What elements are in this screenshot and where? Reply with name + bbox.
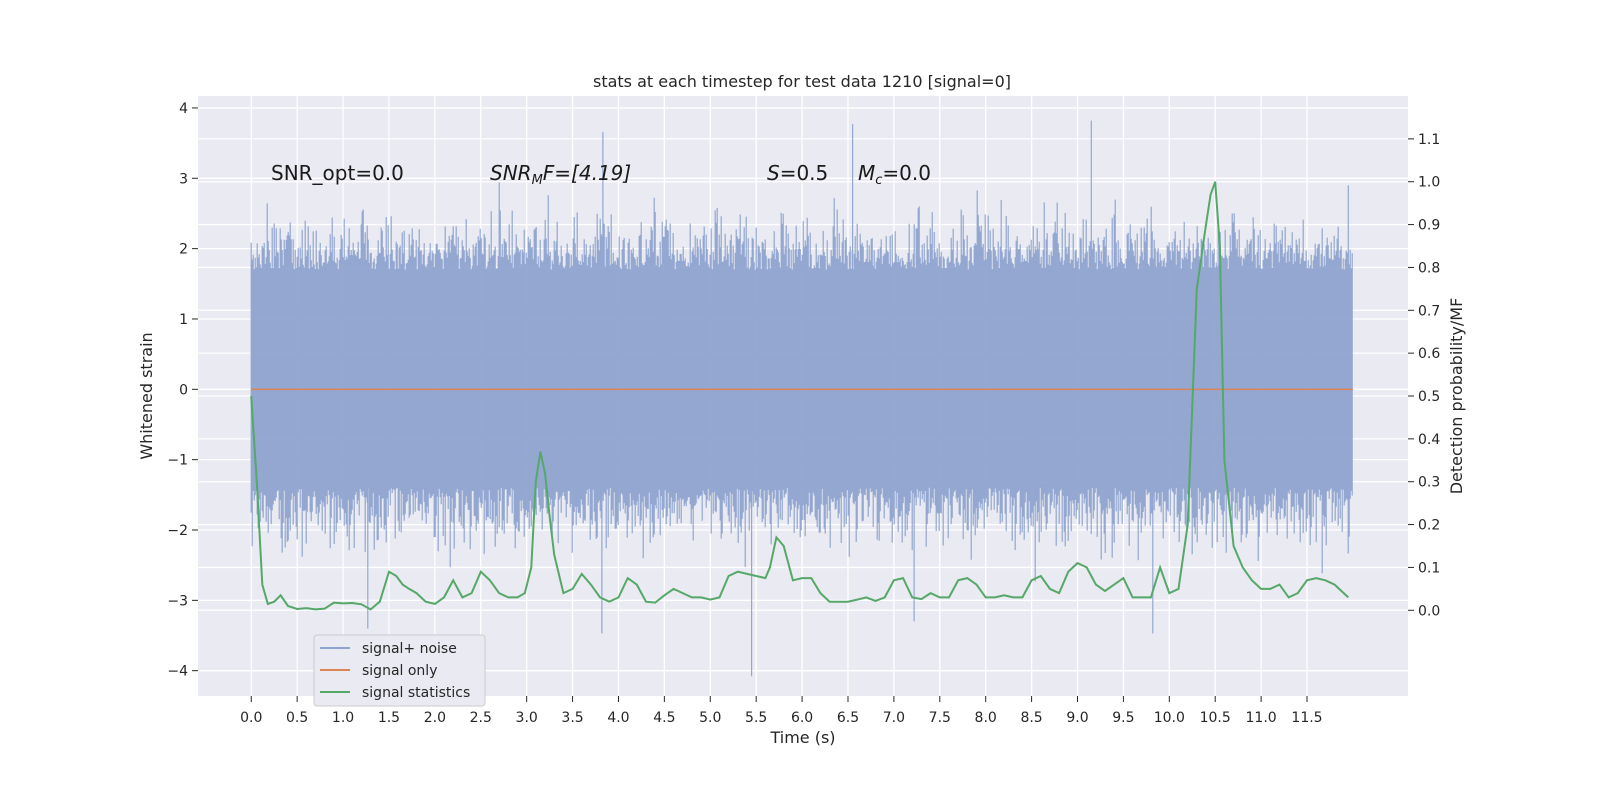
y-tick-label: −2 [167,523,188,539]
y-right-tick-label: 0.3 [1418,475,1440,491]
x-tick-label: 8.5 [1020,710,1042,726]
x-tick-label: 4.0 [607,710,629,726]
y-right-tick-label: 0.5 [1418,389,1440,405]
x-tick-label: 5.0 [699,710,721,726]
y-right-tick-label: 0.6 [1418,346,1440,362]
y-right-tick-label: 0.9 [1418,218,1440,234]
y-tick-label: 4 [179,101,188,117]
x-tick-label: 6.0 [791,710,813,726]
y-tick-label: −4 [167,664,188,680]
x-tick-label: 2.5 [470,710,492,726]
y-tick-label: 0 [179,382,188,398]
x-tick-label: 1.0 [332,710,354,726]
y-right-axis-label: Detection probability/MF [1447,298,1466,495]
x-tick-label: 7.5 [929,710,951,726]
x-tick-label: 0.5 [286,710,308,726]
y-right-tick-label: 0.0 [1418,603,1440,619]
annotation-snr-opt: SNR_opt=0.0 [271,161,404,185]
x-tick-label: 1.5 [378,710,400,726]
x-tick-label: 5.5 [745,710,767,726]
y-right-tick-label: 0.7 [1418,303,1440,319]
series-signal-statistics [250,181,1349,611]
y-right-tick-label: 1.1 [1418,132,1440,148]
x-tick-label: 2.0 [424,710,446,726]
legend-label-signal-only: signal only [362,663,437,679]
x-tick-label: 8.0 [975,710,997,726]
x-axis-label: Time (s) [769,728,835,747]
annotation-s: S=0.5 [767,161,828,185]
legend: signal+ noise signal only signal statist… [313,634,486,707]
y-right-axis-ticks: 0.0 0.1 0.2 0.3 0.4 0.5 0.6 0.7 0.8 0.9 1.0 1.1 [1408,132,1440,619]
x-axis-ticks: 0.0 0.5 1.0 1.5 2.0 2.5 3.0 3.5 4.0 4.5 5.0 5.5 6.0 6… [240,696,1323,726]
y-axis-label: Whitened strain [137,332,156,459]
annotation-snr-mf: SNRMF=[4.19] [490,161,631,188]
y-tick-label: −1 [167,453,188,469]
y-right-tick-label: 0.4 [1418,432,1440,448]
y-right-tick-label: 0.1 [1418,560,1440,576]
legend-label-signal-plus-noise: signal+ noise [362,641,457,657]
x-tick-label: 4.5 [653,710,675,726]
legend-label-signal-statistics: signal statistics [362,685,470,701]
x-tick-label: 10.0 [1154,710,1185,726]
y-tick-label: 2 [179,242,188,258]
x-tick-label: 6.5 [837,710,859,726]
x-tick-label: 9.5 [1112,710,1134,726]
x-tick-label: 3.5 [561,710,583,726]
y-axis-ticks: −4 −3 −2 −1 0 1 2 3 4 [167,101,198,680]
annotation-mc: Mc=0.0 [858,161,931,188]
x-tick-label: 0.0 [240,710,262,726]
y-tick-label: 3 [179,171,188,187]
legend-box [313,634,486,707]
x-tick-label: 3.0 [516,710,538,726]
y-right-tick-label: 1.0 [1418,175,1440,191]
y-right-tick-label: 0.2 [1418,518,1440,534]
x-tick-label: 11.0 [1246,710,1277,726]
y-right-tick-label: 0.8 [1418,260,1440,276]
y-tick-label: −3 [167,593,188,609]
y-tick-label: 1 [179,312,188,328]
chart-title: stats at each timestep for test data 121… [593,72,1011,91]
x-tick-label: 11.5 [1291,710,1322,726]
x-tick-label: 10.5 [1200,710,1231,726]
x-tick-label: 9.0 [1066,710,1088,726]
x-tick-label: 7.0 [883,710,905,726]
